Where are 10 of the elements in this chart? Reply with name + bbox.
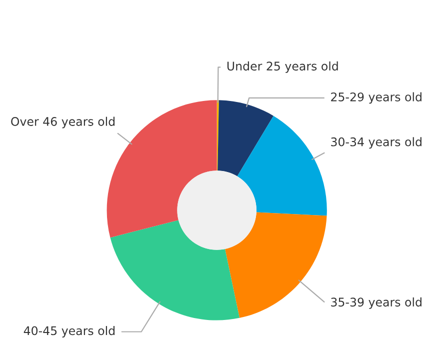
slice-label: 35-39 years old <box>331 297 422 309</box>
slice-label: 25-29 years old <box>331 92 422 104</box>
slice-label: 30-34 years old <box>331 137 422 149</box>
slice-label: Over 46 years old <box>11 116 115 128</box>
donut-slice <box>110 220 240 320</box>
slice-label: 40-45 years old <box>24 326 115 338</box>
donut-slice <box>225 212 327 318</box>
slice-label: Under 25 years old <box>227 61 338 73</box>
donut-slice <box>218 100 274 176</box>
donut-slice <box>237 116 327 216</box>
